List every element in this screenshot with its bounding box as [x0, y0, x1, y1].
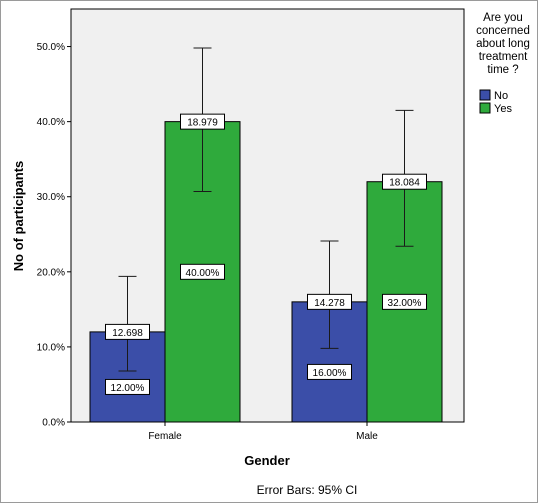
bar-value-label: 12.00%: [111, 383, 145, 394]
y-tick-label: 50.0%: [37, 42, 65, 53]
bar-top-label-box: [307, 293, 352, 310]
bar-top-label-box: [180, 113, 225, 130]
y-tick-label: 40.0%: [37, 117, 65, 128]
bar-value-label-box: [307, 363, 352, 380]
legend-title-line: time ?: [487, 64, 518, 76]
bar-top-label-box: [382, 173, 427, 190]
x-tick-label: Female: [148, 431, 182, 442]
footnote: Error Bars: 95% CI: [257, 483, 358, 497]
bar-top-label: 14.278: [314, 298, 345, 309]
legend-title-line: Are you: [483, 12, 523, 24]
bar-top-label-box: [105, 323, 150, 340]
x-tick-label: Male: [356, 431, 378, 442]
bar-value-label: 40.00%: [186, 268, 220, 279]
legend-title-line: concerned: [476, 25, 530, 37]
legend-label-no: No: [494, 90, 508, 102]
y-axis-title: No of participants: [11, 161, 26, 272]
legend-swatch-no: [479, 89, 491, 101]
legend-swatch-yes: [479, 102, 491, 114]
bar-value-label-box: [180, 263, 225, 280]
bar-value-label: 16.00%: [313, 368, 347, 379]
bar-value-label: 32.00%: [388, 298, 422, 309]
y-tick-label: 20.0%: [37, 267, 65, 278]
x-axis-title: Gender: [244, 453, 290, 468]
legend-label-yes: Yes: [494, 103, 512, 115]
legend-title-line: about long: [476, 38, 530, 50]
bar-top-label: 12.698: [112, 328, 143, 339]
bar-top-label: 18.979: [187, 118, 218, 129]
legend-title-line: treatment: [479, 51, 528, 63]
bar-value-label-box: [105, 378, 150, 395]
y-tick-label: 30.0%: [37, 192, 65, 203]
y-tick-label: 10.0%: [37, 342, 65, 353]
bar-value-label-box: [382, 293, 427, 310]
y-tick-label: 0.0%: [42, 418, 65, 429]
bar-top-label: 18.084: [389, 178, 420, 189]
